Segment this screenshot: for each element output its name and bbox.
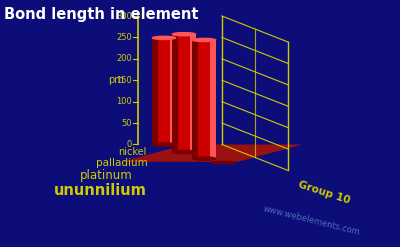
Bar: [190, 34, 196, 152]
Text: Bond length in element: Bond length in element: [4, 7, 198, 22]
Ellipse shape: [172, 33, 196, 36]
Text: pm: pm: [108, 75, 124, 85]
Text: 200: 200: [116, 54, 132, 63]
Text: Group 10: Group 10: [297, 180, 351, 206]
Bar: [170, 38, 176, 144]
Ellipse shape: [152, 36, 176, 40]
Polygon shape: [122, 144, 302, 162]
Ellipse shape: [192, 157, 216, 160]
Ellipse shape: [172, 150, 196, 153]
Bar: [158, 38, 170, 144]
Text: platinum: platinum: [80, 169, 133, 182]
Text: 250: 250: [116, 33, 132, 42]
Text: 0: 0: [127, 140, 132, 149]
Ellipse shape: [152, 143, 176, 146]
Bar: [178, 34, 190, 152]
Bar: [198, 40, 210, 159]
Text: 300: 300: [116, 12, 132, 21]
Bar: [192, 40, 198, 159]
Text: www.webelements.com: www.webelements.com: [262, 205, 362, 238]
Ellipse shape: [212, 161, 235, 164]
Text: ununnilium: ununnilium: [54, 183, 147, 198]
Bar: [210, 40, 216, 159]
Bar: [172, 34, 178, 152]
Text: 100: 100: [116, 97, 132, 106]
Text: 50: 50: [122, 119, 132, 128]
Text: palladium: palladium: [96, 158, 148, 168]
Bar: [152, 38, 158, 144]
Ellipse shape: [192, 38, 216, 41]
Text: 150: 150: [116, 76, 132, 85]
Text: nickel: nickel: [118, 147, 146, 157]
